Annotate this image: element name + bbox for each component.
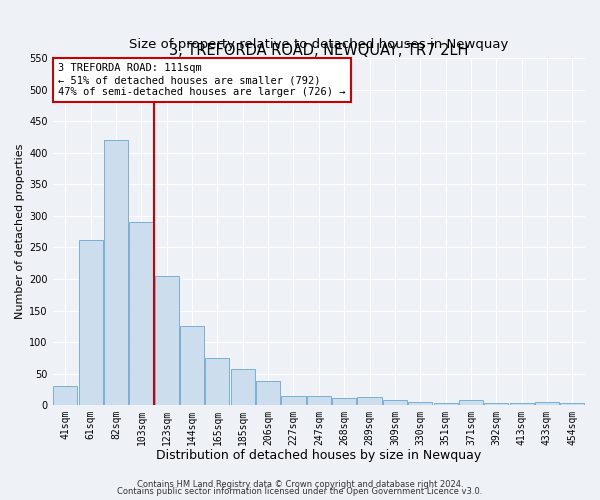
Bar <box>53 386 77 405</box>
Y-axis label: Number of detached properties: Number of detached properties <box>15 144 25 320</box>
Bar <box>104 140 128 405</box>
Bar <box>79 240 103 405</box>
Bar <box>484 404 508 405</box>
Bar <box>383 400 407 405</box>
Bar <box>130 222 154 405</box>
Text: Contains public sector information licensed under the Open Government Licence v3: Contains public sector information licen… <box>118 488 482 496</box>
Text: 3 TREFORDA ROAD: 111sqm
← 51% of detached houses are smaller (792)
47% of semi-d: 3 TREFORDA ROAD: 111sqm ← 51% of detache… <box>58 64 346 96</box>
Bar <box>180 326 204 405</box>
Title: 3, TREFORDA ROAD, NEWQUAY, TR7 2LH: 3, TREFORDA ROAD, NEWQUAY, TR7 2LH <box>169 43 469 58</box>
Bar <box>155 276 179 405</box>
Text: Contains HM Land Registry data © Crown copyright and database right 2024.: Contains HM Land Registry data © Crown c… <box>137 480 463 489</box>
Bar <box>256 381 280 405</box>
Bar <box>434 402 458 405</box>
Bar <box>560 404 584 405</box>
Bar <box>358 397 382 405</box>
Text: Size of property relative to detached houses in Newquay: Size of property relative to detached ho… <box>129 38 509 52</box>
Bar <box>307 396 331 405</box>
Bar <box>408 402 432 405</box>
Bar <box>231 368 255 405</box>
Bar <box>459 400 483 405</box>
Bar <box>535 402 559 405</box>
Bar <box>281 396 305 405</box>
Bar <box>205 358 229 405</box>
Bar <box>509 404 533 405</box>
Bar <box>332 398 356 405</box>
X-axis label: Distribution of detached houses by size in Newquay: Distribution of detached houses by size … <box>156 450 481 462</box>
